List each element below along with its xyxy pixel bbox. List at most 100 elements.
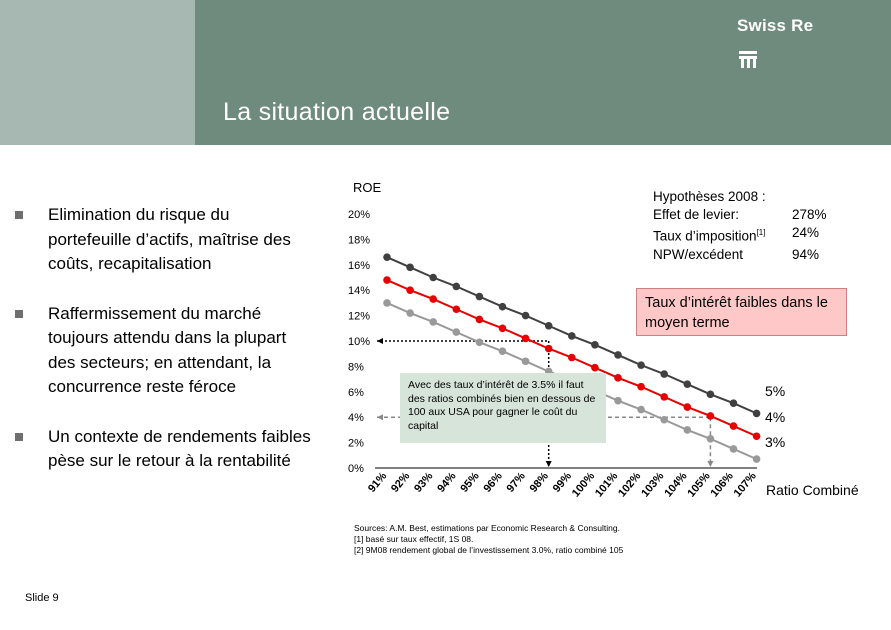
- data-point: [660, 370, 668, 378]
- bullet-square-icon: [15, 432, 23, 441]
- data-point: [591, 341, 599, 349]
- data-point: [406, 286, 414, 295]
- sources-footnote: Sources: A.M. Best, estimations par Econ…: [354, 523, 623, 556]
- x-tick-label: 91%: [366, 470, 389, 495]
- data-point: [706, 434, 715, 443]
- header-side-panel: [0, 0, 195, 145]
- data-point: [568, 353, 576, 362]
- y-tick-label: 4%: [348, 412, 364, 424]
- hypothesis-value: 94%: [792, 246, 820, 262]
- data-point: [706, 390, 715, 399]
- x-tick-label: 95%: [458, 470, 481, 495]
- data-point: [383, 253, 391, 261]
- hypothesis-row: NPW/excédent 94%: [653, 246, 819, 264]
- data-point: [637, 382, 645, 391]
- data-point: [752, 409, 761, 418]
- hypotheses-box: Hypothèses 2008 : Effet de levier: 278% …: [653, 188, 827, 264]
- data-point: [383, 299, 391, 307]
- page-title: La situation actuelle: [223, 98, 451, 126]
- data-point: [498, 347, 507, 355]
- x-tick-label: 102%: [616, 470, 643, 499]
- hypotheses-title: Hypothèses 2008 :: [653, 189, 766, 204]
- hypothesis-label: NPW/excédent: [653, 246, 744, 262]
- data-point: [706, 412, 715, 420]
- x-tick-label: 96%: [481, 470, 504, 495]
- x-tick-label: 97%: [505, 470, 528, 495]
- x-tick-label: 92%: [389, 470, 412, 495]
- x-tick-label: 94%: [435, 470, 458, 495]
- data-point: [752, 455, 761, 463]
- data-point: [729, 445, 738, 453]
- x-tick-label: 104%: [662, 470, 689, 499]
- x-tick-label: 101%: [593, 470, 620, 499]
- bullet-square-icon: [15, 211, 23, 219]
- data-point: [521, 334, 530, 343]
- data-point: [752, 432, 761, 441]
- interest-note-callout: Avec des taux d’intérêt de 3.5% il faut …: [400, 373, 606, 443]
- header-banner: [195, 0, 891, 145]
- data-point: [475, 338, 484, 347]
- data-point: [614, 351, 622, 359]
- hypothesis-label: Taux d’imposition: [653, 228, 757, 244]
- hypothesis-row: Taux d’imposition[1] 24%: [653, 224, 819, 246]
- data-point: [383, 276, 391, 284]
- data-point: [591, 363, 599, 372]
- series-label-5: 5%: [765, 383, 786, 399]
- data-point: [452, 282, 461, 291]
- data-point: [544, 321, 553, 330]
- y-tick-label: 16%: [348, 260, 370, 272]
- x-tick-label: 93%: [412, 470, 435, 495]
- data-point: [660, 393, 668, 401]
- x-axis-label: Ratio Combiné: [766, 482, 859, 498]
- y-tick-label: 12%: [348, 311, 370, 323]
- data-point: [660, 415, 668, 424]
- data-point: [475, 315, 484, 324]
- reference-arrow-icon: [377, 414, 383, 421]
- logo-text: Swiss Re: [737, 16, 814, 35]
- data-point: [452, 305, 461, 314]
- data-point: [614, 396, 622, 405]
- source-line: [1] basé sur taux effectif, 1S 08.: [354, 534, 474, 544]
- y-tick-label: 14%: [348, 285, 370, 297]
- reference-arrow-icon: [545, 461, 552, 467]
- data-point: [521, 357, 530, 366]
- data-point: [406, 263, 414, 272]
- hypothesis-value: 24%: [792, 225, 820, 240]
- data-point: [729, 422, 738, 430]
- x-tick-label: 105%: [685, 470, 712, 499]
- slide-number: Slide 9: [25, 592, 59, 604]
- data-point: [475, 292, 484, 301]
- reference-arrow-icon: [377, 338, 383, 344]
- reference-arrow-icon: [707, 461, 714, 467]
- y-tick-label: 20%: [348, 209, 370, 221]
- data-point: [429, 273, 438, 282]
- y-axis-label: ROE: [353, 180, 382, 195]
- x-tick-label: 100%: [570, 470, 597, 499]
- y-tick-label: 6%: [348, 387, 364, 399]
- footnote-marker: [1]: [756, 228, 766, 237]
- data-point: [498, 324, 507, 333]
- data-point: [429, 295, 438, 303]
- y-tick-label: 18%: [348, 234, 370, 246]
- y-tick-label: 10%: [348, 336, 370, 348]
- data-point: [637, 361, 645, 369]
- bullet-text: Un contexte de rendements faibles pèse s…: [48, 426, 311, 471]
- swiss-re-logo-icon: [739, 51, 757, 68]
- y-tick-label: 8%: [348, 361, 364, 373]
- source-line: [2] 9M08 rendement global de l’investiss…: [354, 545, 624, 555]
- data-point: [521, 311, 530, 320]
- bullet-list: Elimination du risque du portefeuille d’…: [15, 203, 315, 499]
- x-tick-label: 107%: [732, 470, 759, 499]
- bullet-square-icon: [15, 309, 23, 318]
- data-point: [544, 344, 553, 353]
- data-point: [683, 380, 692, 388]
- hypothesis-value: 278%: [792, 207, 827, 222]
- data-point: [683, 403, 692, 411]
- data-point: [406, 309, 414, 317]
- data-point: [568, 332, 576, 340]
- data-point: [429, 318, 438, 326]
- bullet-item: Elimination du risque du portefeuille d’…: [15, 203, 315, 277]
- x-tick-label: 103%: [639, 470, 666, 499]
- data-point: [729, 399, 738, 408]
